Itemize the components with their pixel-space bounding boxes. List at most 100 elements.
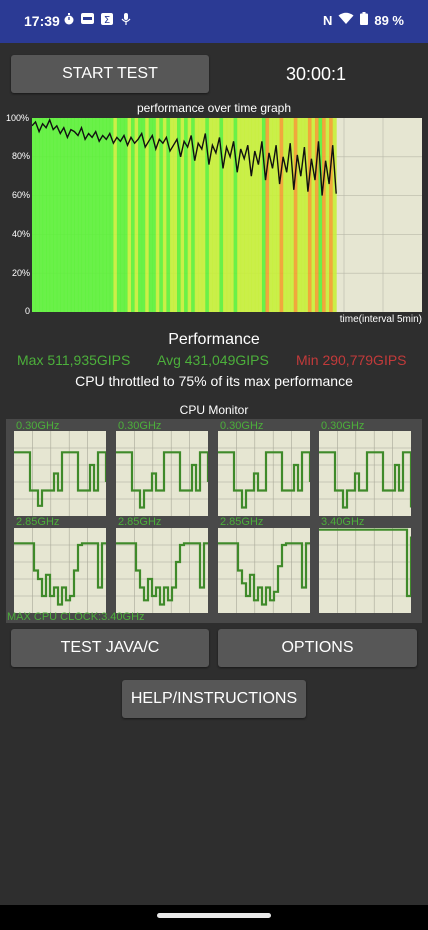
avg-performance: Avg 431,049GIPS xyxy=(157,352,269,368)
performance-bar xyxy=(314,118,320,312)
performance-bar xyxy=(123,118,129,312)
home-gesture-handle[interactable] xyxy=(157,913,271,918)
throttle-message: CPU throttled to 75% of its max performa… xyxy=(75,373,353,389)
performance-bar xyxy=(212,118,217,312)
performance-bar xyxy=(307,118,312,312)
performance-bar xyxy=(184,118,189,312)
cpu-core-1-graph xyxy=(116,431,210,516)
battery-percent: 89 % xyxy=(374,12,404,28)
y-tick-80: 80% xyxy=(12,151,31,161)
performance-bar xyxy=(67,118,72,312)
performance-bar xyxy=(63,118,68,312)
options-button[interactable]: OPTIONS xyxy=(218,629,417,667)
cpu-core-4-graph xyxy=(14,528,106,613)
y-tick-0: 0 xyxy=(25,306,31,316)
performance-bar xyxy=(70,118,75,312)
performance-bar xyxy=(325,118,330,312)
wifi-icon xyxy=(338,12,354,28)
performance-bar xyxy=(81,118,86,312)
test-java-c-button[interactable]: TEST JAVA/C xyxy=(11,629,209,667)
performance-bar xyxy=(223,118,228,312)
performance-bar xyxy=(56,118,61,312)
performance-bar xyxy=(32,118,37,312)
y-tick-40: 40% xyxy=(12,229,31,239)
cpu-core-1-freq: 0.30GHz xyxy=(118,420,162,432)
help-instructions-button[interactable]: HELP/INSTRUCTIONS xyxy=(122,680,306,718)
performance-bar xyxy=(258,118,263,312)
system-status: N 89 % xyxy=(323,12,404,28)
performance-bar xyxy=(268,118,274,312)
performance-bar xyxy=(265,118,270,312)
core-usage-line xyxy=(218,451,312,509)
battery-icon xyxy=(360,12,369,28)
performance-bar xyxy=(88,118,93,312)
cpu-monitor-title: CPU Monitor xyxy=(179,403,249,417)
performance-bar xyxy=(39,118,44,312)
core-usage-line xyxy=(319,528,413,598)
performance-bar xyxy=(92,118,97,312)
performance-bar xyxy=(332,118,337,312)
performance-bar xyxy=(53,118,58,312)
performance-bar xyxy=(318,118,323,312)
timer-icon xyxy=(62,12,75,25)
core-usage-line xyxy=(319,451,413,509)
cpu-core-2-freq: 0.30GHz xyxy=(220,420,264,432)
performance-bar xyxy=(113,118,118,312)
cpu-core-5-graph xyxy=(116,528,208,613)
performance-bar xyxy=(272,118,277,312)
svg-text:Σ: Σ xyxy=(103,15,109,25)
performance-bar xyxy=(233,118,238,312)
core-usage-line xyxy=(14,542,106,606)
performance-bar xyxy=(283,118,288,312)
start-test-button[interactable]: START TEST xyxy=(11,55,209,93)
performance-bar xyxy=(95,118,100,312)
performance-bar xyxy=(194,118,199,312)
performance-bar xyxy=(286,118,291,312)
performance-bar xyxy=(205,118,210,312)
performance-bar xyxy=(191,118,196,312)
performance-bar xyxy=(177,118,182,312)
performance-bar xyxy=(155,118,160,312)
performance-graph xyxy=(32,118,422,312)
sigma-icon: Σ xyxy=(100,12,113,25)
performance-bar xyxy=(77,118,83,312)
performance-bar xyxy=(134,118,139,312)
performance-title: Performance xyxy=(168,331,260,348)
core-usage-line xyxy=(116,542,208,606)
max-performance: Max 511,935GIPS xyxy=(17,352,131,368)
core-usage-line xyxy=(218,542,310,606)
performance-bar xyxy=(329,118,334,312)
performance-bar xyxy=(166,118,171,312)
performance-bar xyxy=(240,118,245,312)
performance-bar xyxy=(237,118,242,312)
min-performance: Min 290,779GIPS xyxy=(296,352,407,368)
performance-bar xyxy=(198,118,203,312)
performance-bar xyxy=(99,118,104,312)
performance-bar xyxy=(46,118,51,312)
cpu-core-2-graph xyxy=(218,431,312,516)
performance-bar xyxy=(159,118,164,312)
performance-bar xyxy=(109,118,114,312)
performance-bar xyxy=(300,118,305,312)
cpu-core-7-freq: 3.40GHz xyxy=(321,516,365,528)
performance-bar xyxy=(230,118,235,312)
performance-chart xyxy=(32,118,422,312)
performance-bar xyxy=(201,118,206,312)
y-tick-60: 60% xyxy=(12,190,31,200)
performance-bar xyxy=(226,118,231,312)
performance-bar xyxy=(138,118,143,312)
performance-bar xyxy=(116,118,121,312)
status-bar: 17:39 Σ N 89 % xyxy=(0,0,428,43)
performance-bar xyxy=(74,118,79,312)
performance-bar xyxy=(297,118,302,312)
performance-bar xyxy=(251,118,256,312)
performance-bar xyxy=(85,118,90,312)
mic-off-icon xyxy=(119,12,132,25)
performance-bar xyxy=(131,118,136,312)
performance-line xyxy=(32,118,337,196)
y-tick-20: 20% xyxy=(12,268,31,278)
performance-bar xyxy=(102,118,107,312)
performance-bar xyxy=(254,118,259,312)
performance-bar xyxy=(180,118,185,312)
performance-bar xyxy=(293,118,298,312)
